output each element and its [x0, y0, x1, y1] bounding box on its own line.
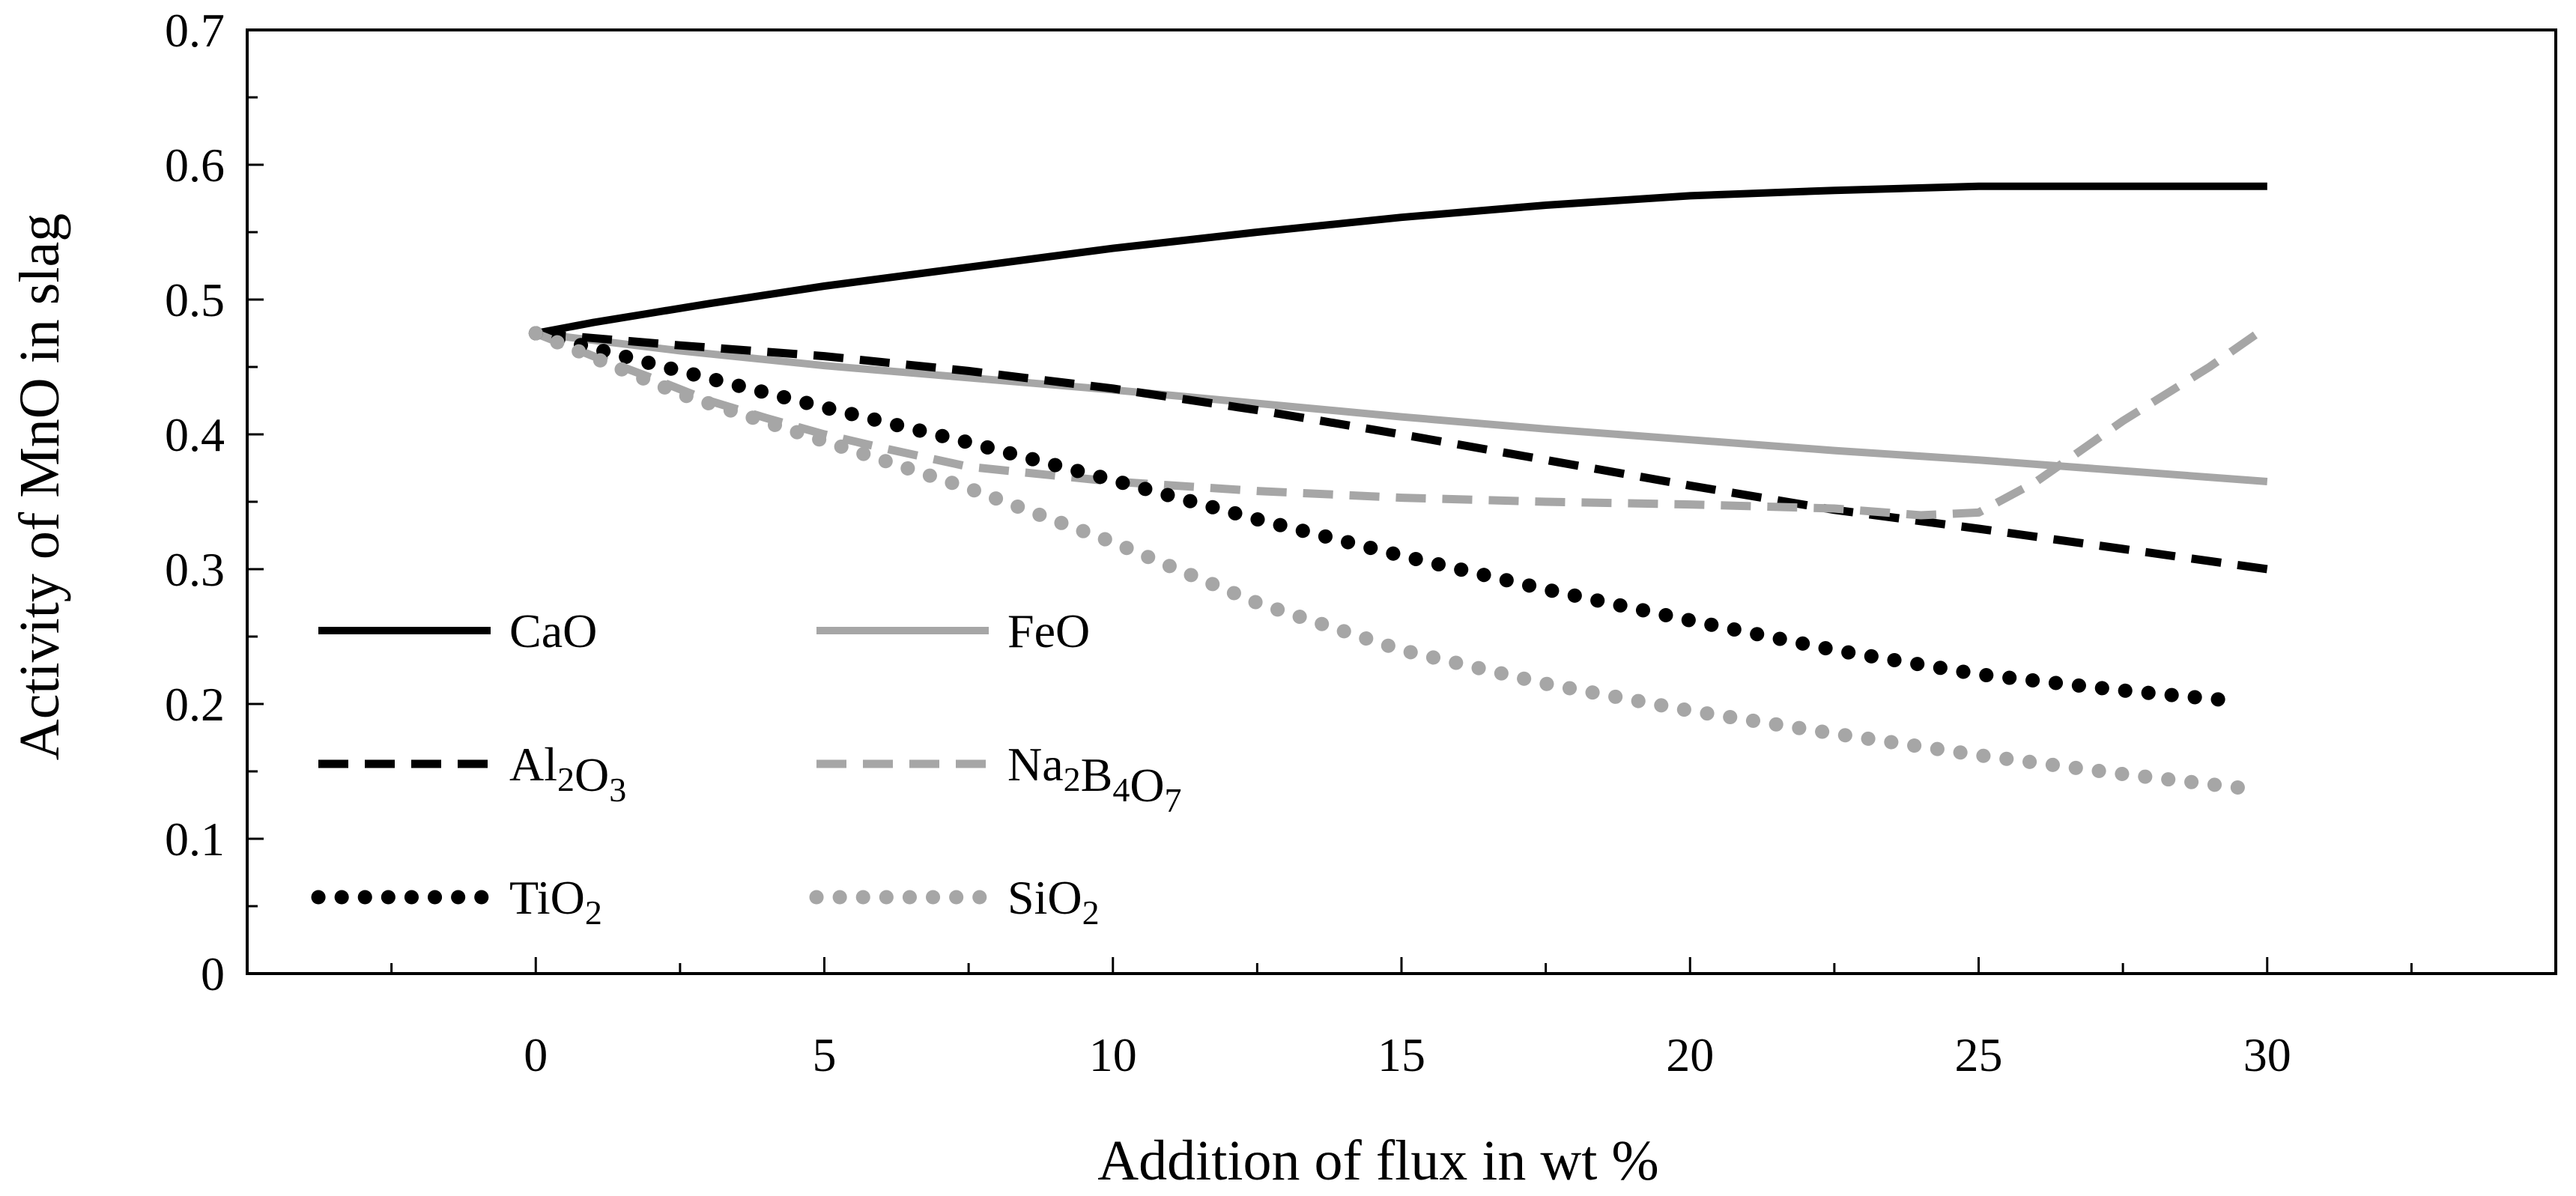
series-line-sio2	[528, 326, 2246, 795]
x-tick-label: 20	[1666, 1028, 1714, 1081]
series-line-feo	[535, 330, 2268, 485]
legend-label: Al2O3	[509, 738, 626, 809]
series-line-na2b4o7	[534, 323, 2270, 520]
y-tick-label: 0.7	[165, 4, 225, 57]
x-tick-label: 0	[524, 1028, 548, 1081]
legend-label: TiO2	[509, 871, 602, 932]
x-tick-label: 5	[813, 1028, 837, 1081]
x-tick-label: 15	[1378, 1028, 1425, 1081]
series-line-cao	[535, 182, 2267, 337]
x-tick-label: 10	[1089, 1028, 1137, 1081]
legend-label: SiO2	[1007, 871, 1100, 932]
y-tick-label: 0	[201, 947, 225, 1001]
y-tick-label: 0.1	[165, 813, 225, 866]
x-tick-label: 30	[2243, 1028, 2291, 1081]
series-line-al2o3	[535, 329, 2268, 574]
legend-label: CaO	[509, 604, 597, 658]
x-axis-title: Addition of flux in wt %	[1097, 1129, 1658, 1192]
y-axis-title: Activity of MnO in slag	[8, 213, 71, 760]
y-tick-label: 0.4	[165, 408, 225, 461]
y-tick-label: 0.6	[165, 139, 225, 192]
legend-label: FeO	[1007, 604, 1090, 658]
y-tick-label: 0.2	[165, 678, 225, 731]
y-tick-label: 0.3	[165, 543, 225, 596]
series-line-tio2	[528, 326, 2246, 708]
legend-label: Na2B4O7	[1007, 738, 1182, 819]
x-tick-label: 25	[1955, 1028, 2003, 1081]
y-tick-label: 0.5	[165, 273, 225, 327]
